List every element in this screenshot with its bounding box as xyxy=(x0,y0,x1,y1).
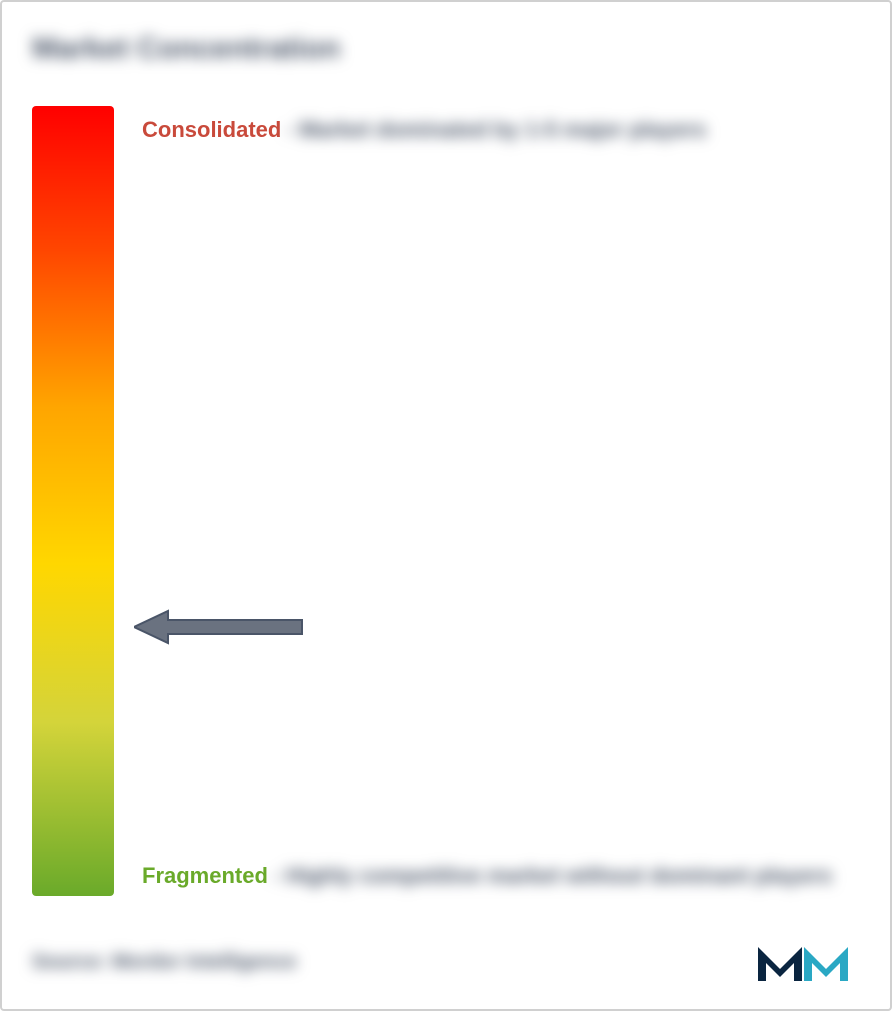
infographic-container: Market Concentration Consolidated - Mark… xyxy=(0,0,892,1011)
brand-logo-icon xyxy=(750,941,860,983)
text-column: Consolidated - Market dominated by 1-5 m… xyxy=(142,106,860,896)
position-arrow xyxy=(134,609,304,645)
consolidated-label: Consolidated xyxy=(142,117,281,142)
consolidated-block: Consolidated - Market dominated by 1-5 m… xyxy=(142,110,860,150)
footer: Source: Mordor Intelligence xyxy=(32,941,860,983)
fragmented-block: Fragmented - Highly competitive market w… xyxy=(142,856,860,896)
fragmented-label: Fragmented xyxy=(142,863,268,888)
content-area: Consolidated - Market dominated by 1-5 m… xyxy=(32,106,860,896)
consolidated-description: - Market dominated by 1-5 major players xyxy=(286,117,707,142)
source-text: Source: Mordor Intelligence xyxy=(32,951,296,974)
arrow-left-icon xyxy=(134,609,304,645)
fragmented-description: - Highly competitive market without domi… xyxy=(272,863,832,888)
page-title: Market Concentration xyxy=(32,32,860,66)
concentration-gradient-bar xyxy=(32,106,114,896)
